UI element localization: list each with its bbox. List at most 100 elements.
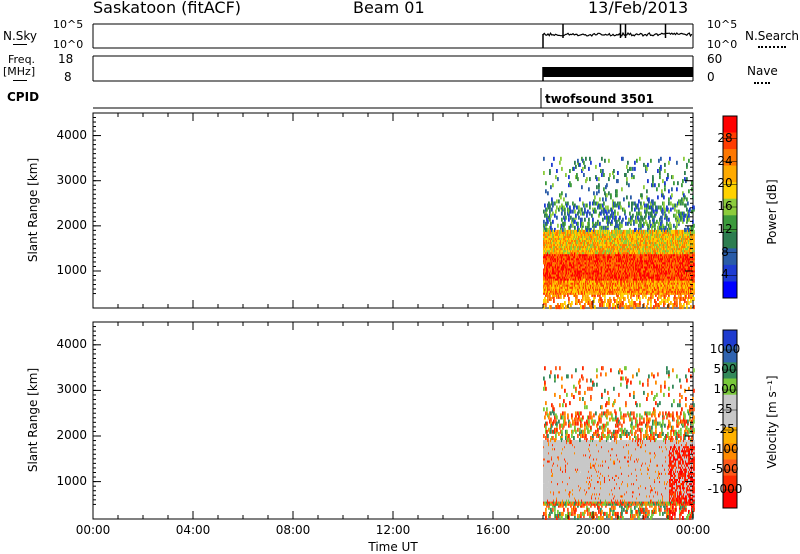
heatmap-cell (626, 262, 628, 267)
heatmap-cell (652, 252, 654, 257)
heatmap-cell (559, 262, 561, 267)
heatmap-cell (551, 282, 553, 287)
heatmap-cell (609, 240, 611, 245)
heatmap-cell (668, 201, 670, 206)
heatmap-cell (570, 272, 572, 277)
heatmap-cell (627, 252, 629, 257)
heatmap-cell (554, 260, 556, 265)
heatmap-cell (565, 193, 567, 198)
heatmap-cell (641, 205, 643, 210)
heatmap-cell (589, 246, 591, 251)
heatmap-cell (670, 223, 672, 228)
heatmap-cell (651, 207, 653, 212)
heatmap-cell (560, 294, 562, 299)
heatmap-cell (658, 227, 660, 232)
heatmap-cell (626, 177, 628, 182)
heatmap-cell (660, 229, 662, 234)
heatmap-cell (631, 272, 633, 277)
heatmap-cell (554, 284, 556, 289)
heatmap-cell (635, 240, 637, 245)
heatmap-cell (654, 234, 656, 238)
heatmap-cell (558, 260, 560, 265)
heatmap-cell (647, 227, 649, 232)
heatmap-cell (639, 246, 641, 251)
heatmap-cell (558, 199, 560, 204)
heatmap-cell (587, 294, 589, 299)
heatmap-cell (648, 252, 650, 257)
heatmap-cell (573, 205, 575, 210)
heatmap-cell (557, 240, 559, 245)
heatmap-cell (568, 225, 570, 230)
heatmap-cell (580, 240, 582, 245)
heatmap-cell (544, 252, 546, 257)
heatmap-cell (601, 272, 603, 277)
heatmap-cell (636, 213, 638, 218)
heatmap-cell (604, 252, 606, 257)
heatmap-cell (630, 219, 632, 224)
heatmap-cell (573, 240, 575, 245)
heatmap-cell (590, 244, 592, 249)
heatmap-cell (636, 278, 638, 283)
heatmap-cell (662, 282, 664, 287)
heatmap-cell (638, 254, 640, 259)
heatmap-cell (638, 272, 640, 277)
heatmap-cell (680, 303, 682, 307)
heatmap-cell (571, 268, 573, 273)
heatmap-cell (551, 197, 553, 202)
heatmap-cell (621, 250, 623, 255)
heatmap-cell (674, 207, 676, 212)
heatmap-cell (568, 217, 570, 222)
heatmap-cell (551, 207, 553, 212)
heatmap-cell (622, 252, 624, 257)
heatmap-cell (572, 236, 574, 240)
heatmap-cell (632, 229, 634, 234)
heatmap-cell (623, 252, 625, 257)
heatmap-cell (670, 207, 672, 212)
heatmap-cell (654, 286, 656, 291)
heatmap-cell (576, 294, 578, 299)
heatmap-cell (651, 248, 653, 253)
heatmap-cell (624, 296, 626, 301)
heatmap-cell (596, 201, 598, 206)
heatmap-cell (576, 234, 578, 238)
heatmap-cell (622, 260, 624, 265)
heatmap-cell (661, 272, 663, 277)
heatmap-cell (610, 246, 612, 251)
heatmap-cell (633, 301, 635, 305)
heatmap-cell (580, 260, 582, 265)
heatmap-cell (661, 234, 663, 238)
heatmap-cell (543, 284, 545, 289)
heatmap-cell (576, 240, 578, 245)
heatmap-cell (631, 234, 633, 238)
heatmap-cell (597, 278, 599, 283)
heatmap-cell (550, 185, 552, 190)
heatmap-cell (557, 252, 559, 257)
heatmap-cell (550, 278, 552, 283)
heatmap-cell (598, 252, 600, 257)
heatmap-cell (557, 177, 559, 182)
heatmap-cell (598, 242, 600, 247)
heatmap-cell (599, 250, 601, 255)
heatmap-cell (601, 246, 603, 251)
heatmap-cell (651, 199, 653, 204)
heatmap-cell (605, 234, 607, 238)
heatmap-cell (584, 303, 586, 307)
heatmap-cell (658, 262, 660, 267)
heatmap-cell (623, 197, 625, 202)
heatmap-cell (553, 266, 555, 271)
heatmap-cell (582, 229, 584, 234)
heatmap-cell (561, 203, 563, 208)
heatmap-cell (589, 299, 591, 303)
heatmap-cell (595, 284, 597, 289)
heatmap-cell (558, 207, 560, 212)
heatmap-cell (563, 215, 565, 220)
heatmap-cell (556, 240, 558, 245)
heatmap-cell (658, 282, 660, 287)
heatmap-cell (650, 211, 652, 216)
heatmap-cell (656, 266, 658, 271)
heatmap-cell (617, 211, 619, 216)
heatmap-cell (556, 199, 558, 204)
heatmap-cell (608, 158, 610, 163)
heatmap-cell (590, 272, 592, 277)
heatmap-cell (644, 209, 646, 214)
